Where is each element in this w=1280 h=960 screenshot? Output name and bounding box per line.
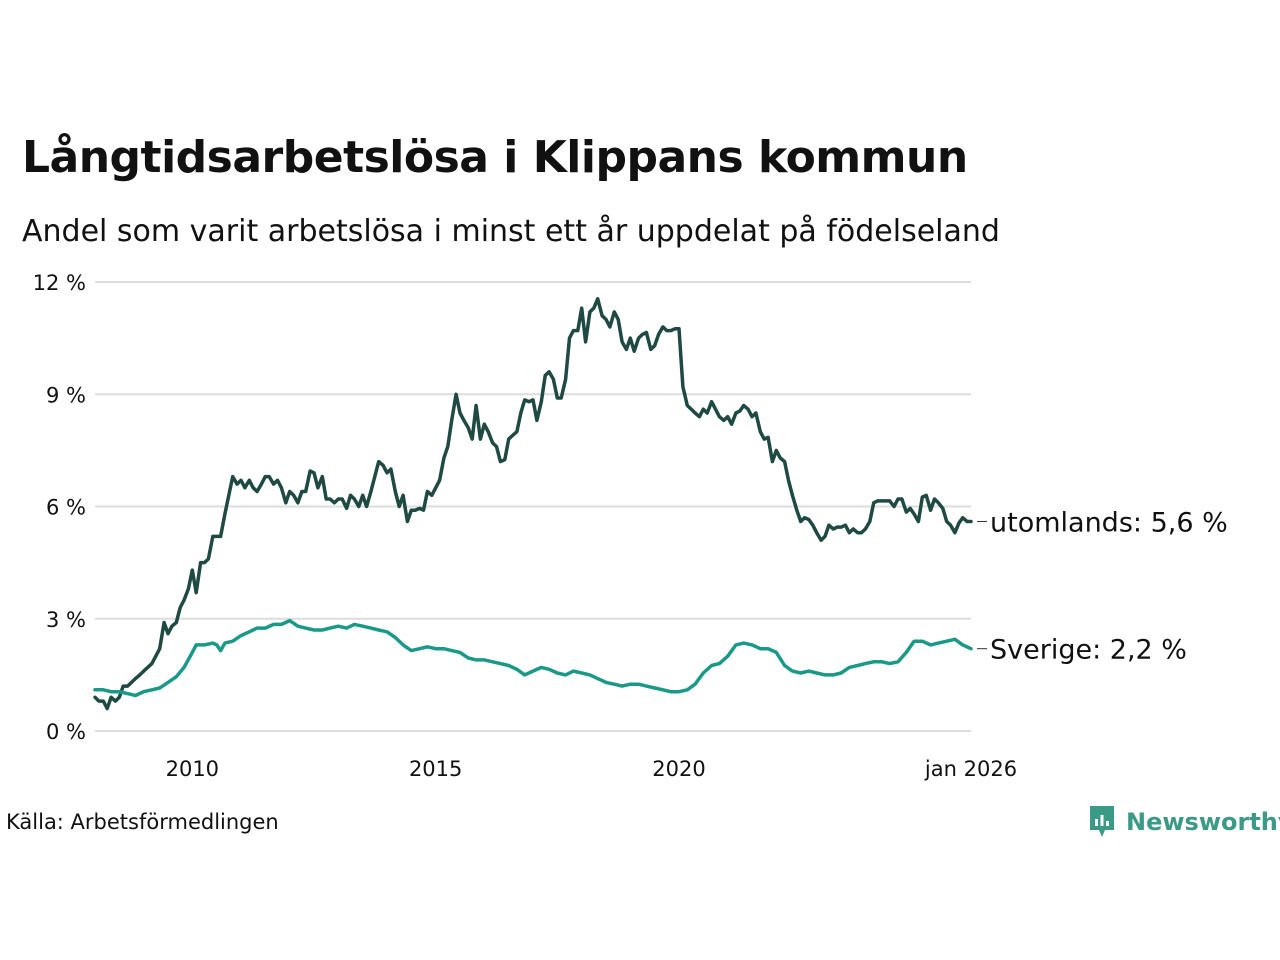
end-label-utomlands: utomlands: 5,6 %	[990, 507, 1228, 538]
x-tick-label: 2015	[409, 757, 462, 781]
newsworthy-logo-icon	[1090, 806, 1114, 837]
series-end-labels: utomlands: 5,6 % Sverige: 2,2 %	[977, 507, 1228, 666]
chart-title: Långtidsarbetslösa i Klippans kommun	[22, 132, 968, 183]
series-lines	[93, 297, 973, 711]
x-tick-label: 2020	[652, 757, 705, 781]
y-tick-label: 0 %	[46, 720, 86, 744]
y-tick-label: 12 %	[33, 271, 86, 295]
y-axis-ticks: 0 % 3 % 6 % 9 % 12 %	[33, 271, 86, 744]
end-label-sverige: Sverige: 2,2 %	[990, 635, 1187, 666]
x-axis-ticks: 2010 2015 2020 jan 2026	[166, 757, 1017, 781]
series-line-utomlands	[93, 297, 973, 711]
series-line-sverige	[93, 618, 973, 698]
x-tick-label: 2010	[166, 757, 219, 781]
x-tick-label: jan 2026	[924, 757, 1017, 781]
source-note: Källa: Arbetsförmedlingen	[6, 810, 279, 834]
y-tick-label: 9 %	[46, 383, 86, 407]
y-tick-label: 6 %	[46, 496, 86, 520]
brand-logo[interactable]: Newsworthy	[1088, 804, 1280, 840]
chart-subtitle: Andel som varit arbetslösa i minst ett å…	[22, 214, 1000, 249]
brand-name: Newsworthy	[1126, 808, 1280, 836]
y-tick-label: 3 %	[46, 608, 86, 632]
gridlines	[95, 281, 971, 732]
